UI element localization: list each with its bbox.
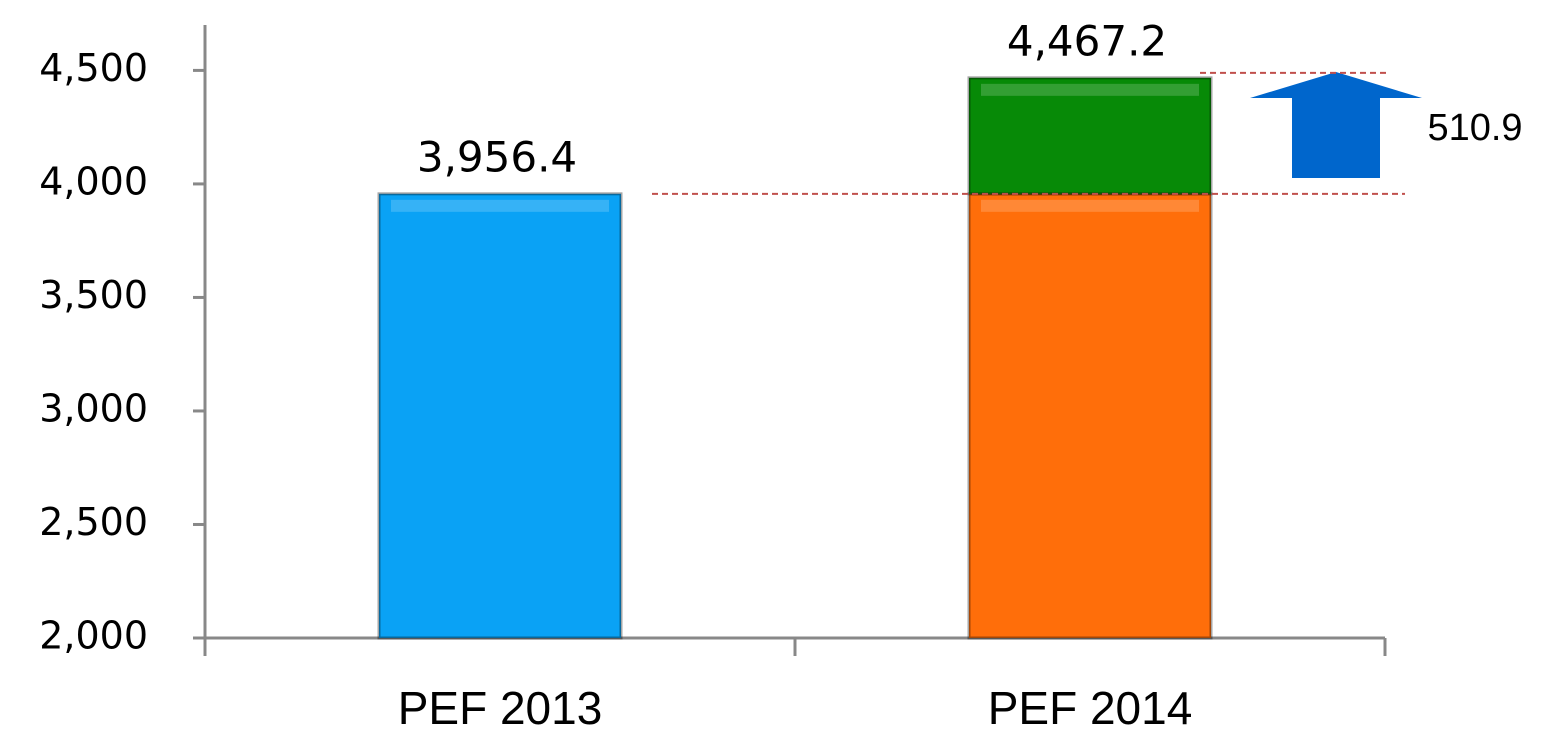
bar-segment xyxy=(967,76,1213,196)
y-tick-label: 4,500 xyxy=(39,46,148,90)
bar-segment xyxy=(967,192,1213,640)
y-tick-label: 3,500 xyxy=(39,273,148,317)
y-tick-label: 2,000 xyxy=(39,614,148,658)
total-label: 4,467.2 xyxy=(1007,16,1167,65)
bar-highlight xyxy=(981,199,1199,212)
bar-highlight xyxy=(391,199,609,212)
bar-segment xyxy=(377,192,623,640)
y-tick-label: 2,500 xyxy=(39,500,148,544)
y-tick-label: 4,000 xyxy=(39,159,148,203)
x-tick-label: PEF 2014 xyxy=(988,682,1193,734)
increase-arrow xyxy=(1250,72,1422,178)
y-tick-label: 3,000 xyxy=(39,386,148,430)
x-tick-label: PEF 2013 xyxy=(398,682,603,734)
bar-highlight xyxy=(981,83,1199,96)
total-label: 3,956.4 xyxy=(417,132,577,181)
increase-label: 510.9 xyxy=(1427,107,1522,149)
